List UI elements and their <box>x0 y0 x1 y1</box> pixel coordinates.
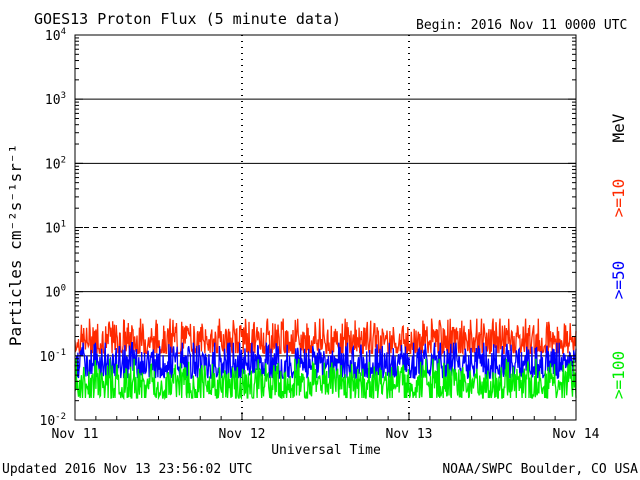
series-line-0 <box>74 318 577 356</box>
series-line-2 <box>74 358 577 401</box>
y-tick-label-3: 101 <box>45 220 66 237</box>
y-axis-ticks: 10-2 10-1 100 101 102 103 104 <box>40 27 576 429</box>
legend-entry-2: >=100 <box>609 351 628 399</box>
legend: >=10 >=50 >=100 <box>609 179 628 399</box>
y-tick-label-1: 10-1 <box>40 348 67 365</box>
chart-title: GOES13 Proton Flux (5 minute data) <box>34 10 341 28</box>
y-axis-label: Particles cm⁻²s⁻¹sr⁻¹ <box>6 144 25 346</box>
y-tick-label-6: 104 <box>45 27 66 44</box>
y-tick-label-5: 103 <box>45 91 66 108</box>
begin-timestamp: Begin: 2016 Nov 11 0000 UTC <box>416 18 627 33</box>
y-tick-label-4: 102 <box>45 155 66 172</box>
legend-entry-1: >=50 <box>609 261 628 300</box>
x-tick-label-1: Nov 12 <box>219 427 266 442</box>
updated-timestamp: Updated 2016 Nov 13 23:56:02 UTC <box>2 462 252 477</box>
x-axis-ticks: Nov 11 Nov 12 Nov 13 Nov 14 <box>52 412 600 442</box>
y-tick-label-0: 10-2 <box>40 412 67 429</box>
y-tick-label-2: 100 <box>45 284 66 301</box>
x-tick-label-2: Nov 13 <box>386 427 433 442</box>
credit-label: NOAA/SWPC Boulder, CO USA <box>442 462 638 477</box>
x-axis-label: Universal Time <box>271 443 381 458</box>
x-tick-label-3: Nov 14 <box>553 427 600 442</box>
legend-units: MeV <box>609 113 628 142</box>
legend-entry-0: >=10 <box>609 179 628 218</box>
series-layer <box>74 318 577 401</box>
x-tick-label-0: Nov 11 <box>52 427 99 442</box>
